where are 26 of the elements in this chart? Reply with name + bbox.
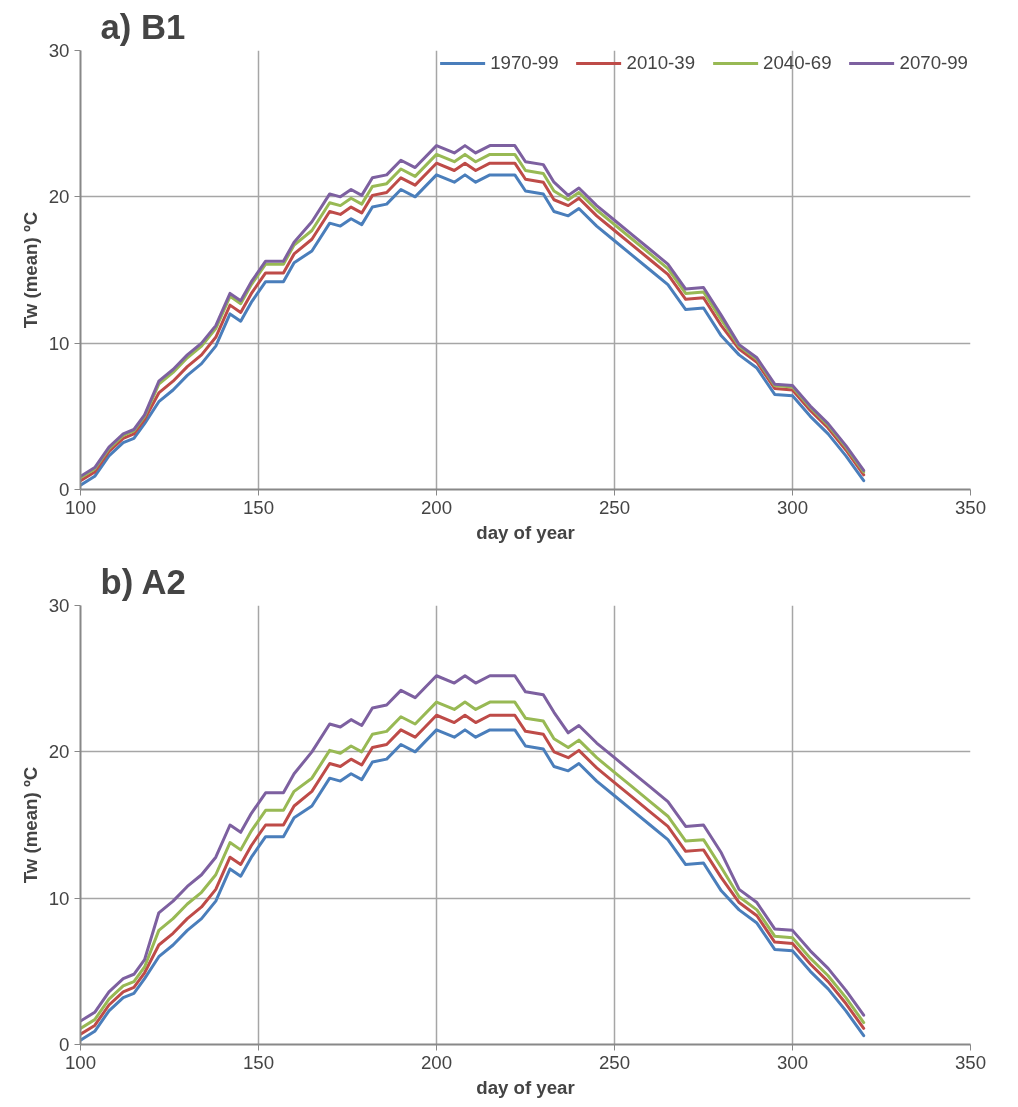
x-tick-label: 200 — [420, 1051, 453, 1073]
legend-label: 1970-99 — [490, 52, 559, 74]
legend-label: 2070-99 — [899, 52, 968, 74]
y-tick-label: 30 — [48, 40, 70, 61]
legend-label: 2040-69 — [763, 52, 832, 74]
x-tick-label: 250 — [598, 1051, 631, 1073]
y-axis-title: Tw (mean) ºC — [19, 766, 41, 884]
y-tick-label: 10 — [48, 887, 70, 909]
x-axis-title: day of year — [476, 1076, 575, 1098]
x-tick-label: 350 — [954, 496, 987, 518]
x-tick-label: 300 — [776, 496, 809, 518]
y-axis-title: Tw (mean) ºC — [19, 211, 41, 329]
y-tick-label: 20 — [48, 186, 70, 208]
x-tick-label: 200 — [420, 496, 453, 518]
x-axis-title: day of year — [476, 521, 575, 543]
x-tick-label: 350 — [954, 1051, 987, 1073]
legend-label: 2010-39 — [626, 52, 696, 74]
chart-title: a) B1 — [100, 7, 186, 46]
y-tick-label: 30 — [48, 595, 70, 616]
x-tick-label: 250 — [598, 496, 631, 518]
chart-title: b) A2 — [100, 562, 186, 601]
y-tick-label: 20 — [48, 741, 70, 763]
y-tick-label: 10 — [48, 332, 70, 354]
x-tick-label: 150 — [242, 1051, 275, 1073]
x-tick-label: 150 — [242, 496, 275, 518]
x-tick-label: 300 — [776, 1051, 809, 1073]
